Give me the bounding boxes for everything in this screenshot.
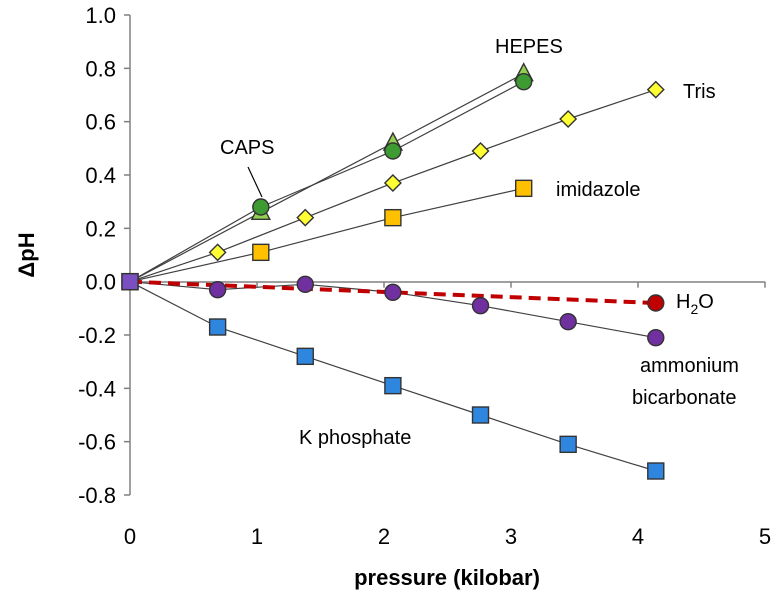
label-ammonium-line2: bicarbonate: [632, 387, 737, 409]
y-tick-label: 0.6: [85, 110, 116, 135]
data-point: [559, 110, 578, 128]
data-point: [515, 72, 533, 91]
y-tick-label: 0.8: [85, 56, 116, 81]
data-point: [252, 198, 270, 216]
x-tick-label: 1: [251, 524, 263, 549]
y-tick-label: 0.2: [85, 216, 116, 241]
data-point: [647, 462, 665, 480]
data-point: [471, 142, 490, 160]
label-h2o-main: H: [676, 291, 690, 313]
data-point: [208, 280, 227, 299]
data-point: [647, 328, 665, 347]
data-point: [559, 435, 577, 454]
label-imidazole: imidazole: [556, 179, 640, 201]
x-tick-label: 3: [505, 524, 517, 549]
label-hepes: HEPES: [495, 36, 563, 58]
annotations: HEPES CAPS Tris imidazole H2O ammonium b…: [220, 36, 739, 449]
data-point: [471, 296, 490, 315]
y-tick-label: -0.2: [78, 323, 116, 348]
data-point: [296, 347, 314, 366]
data-point: [383, 174, 402, 192]
origin-point: [121, 272, 139, 291]
y-axis: 1.0 0.8 0.6 0.4 0.2 0.0 -0.2 -0.4 -0.6 -0.8: [78, 3, 131, 508]
caps-leader-line: [247, 166, 263, 198]
x-axis-title: pressure (kilobar): [354, 565, 540, 590]
y-tick-label: 1.0: [85, 3, 116, 28]
label-h2o: H2O: [676, 291, 714, 317]
y-tick-label: -0.6: [78, 430, 116, 455]
label-tris: Tris: [683, 81, 716, 103]
label-caps: CAPS: [220, 137, 274, 159]
y-tick-label: -0.8: [78, 483, 116, 508]
y-tick-label: 0.0: [85, 270, 116, 295]
y-tick-label: 0.4: [85, 163, 116, 188]
series-line: [129, 73, 524, 283]
data-point: [296, 208, 315, 227]
label-k-phosphate: K phosphate: [299, 427, 411, 449]
label-h2o-end: O: [698, 291, 714, 313]
y-axis-title: ΔpH: [14, 232, 39, 277]
data-point: [208, 318, 227, 336]
x-tick-label: 4: [632, 524, 644, 549]
label-h2o-sub: 2: [690, 301, 698, 317]
label-ammonium-line1: ammonium: [640, 355, 739, 377]
data-point: [208, 243, 227, 262]
data-point: [515, 179, 533, 198]
x-tick-label: 0: [124, 524, 136, 549]
data-point: [647, 294, 665, 312]
data-point: [384, 376, 402, 395]
y-tick-label: -0.4: [78, 376, 116, 401]
series-line: [129, 187, 524, 283]
data-point: [559, 312, 577, 331]
data-point: [384, 208, 402, 227]
data-point: [384, 283, 402, 302]
data-point: [384, 142, 402, 160]
x-tick-label: 2: [378, 524, 390, 549]
series-line: [129, 81, 524, 283]
data-point: [646, 80, 665, 99]
x-tick-label: 5: [759, 524, 771, 549]
data-point: [471, 406, 490, 424]
data-point: [296, 275, 314, 294]
data-point: [252, 243, 270, 262]
